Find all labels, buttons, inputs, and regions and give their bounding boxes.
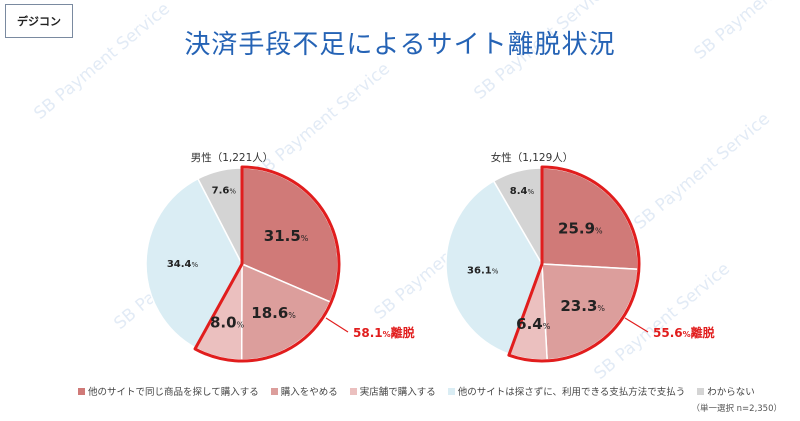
pie-slice xyxy=(445,180,543,356)
legend-item: 他のサイトは探さずに、利用できる支払方法で支払う xyxy=(447,384,686,398)
leave-total-label: 58.1%離脱 xyxy=(353,325,415,340)
callout-line xyxy=(624,317,649,333)
legend-label: 他のサイトで同じ商品を探して購入する xyxy=(88,387,259,398)
watermark-text: SB Payment Service xyxy=(690,0,800,64)
slice-label: 8.0% xyxy=(210,314,245,332)
legend-swatch xyxy=(270,387,278,395)
unit-label: % xyxy=(288,311,296,320)
unit-label: % xyxy=(597,304,605,313)
leave-highlight-outline xyxy=(193,165,341,363)
watermark-text: SB Payment Service xyxy=(250,59,393,184)
slice-label: 25.9% xyxy=(558,220,603,238)
sample-note: （単一選択 n=2,350） xyxy=(691,404,782,414)
unit-label: % xyxy=(528,188,535,196)
legend-swatch xyxy=(349,387,357,395)
unit-label: % xyxy=(683,330,691,339)
leave-suffix: 離脱 xyxy=(391,325,415,340)
unit-label: % xyxy=(229,187,236,195)
legend-swatch xyxy=(697,387,705,395)
legend-label: 購入をやめる xyxy=(280,387,338,398)
slice-label: 23.3% xyxy=(560,297,605,315)
watermark-text: SB Payment Service xyxy=(30,0,173,124)
legend-item: 他のサイトで同じ商品を探して購入する xyxy=(78,384,259,398)
unit-label: % xyxy=(543,322,551,331)
slice-label: 7.6% xyxy=(212,185,237,196)
legend: 他のサイトで同じ商品を探して購入する 購入をやめる 実店舗で購入する 他のサイト… xyxy=(78,384,755,398)
legend-label: 実店舗で購入する xyxy=(359,387,436,398)
unit-label: % xyxy=(301,234,309,243)
slice-label: 31.5% xyxy=(264,227,309,245)
leave-suffix: 離脱 xyxy=(691,325,715,340)
watermark-text: SB Payment Service xyxy=(470,0,613,104)
leave-total-label: 55.6%離脱 xyxy=(653,325,715,340)
slice-label: 36.1% xyxy=(467,265,499,276)
pie-chart: 25.9% 23.3% 6.4% 36.1% 8.4% 女性（1,129人） 55.6%離脱 xyxy=(445,151,715,363)
legend-item: 実店舗で購入する xyxy=(349,384,436,398)
unit-label: % xyxy=(237,321,245,330)
unit-label: % xyxy=(192,261,199,269)
leave-highlight-outline xyxy=(507,165,641,363)
legend-swatch xyxy=(447,387,455,395)
unit-label: % xyxy=(383,330,391,339)
slice-label: 8.4% xyxy=(510,186,535,197)
page-title: 決済手段不足によるサイト離脱状況 xyxy=(184,30,616,60)
slice-label: 18.6% xyxy=(251,304,296,322)
pie-slice xyxy=(541,167,639,271)
callout-line xyxy=(325,317,349,333)
unit-label: % xyxy=(492,267,499,275)
legend-label: わからない xyxy=(707,387,755,398)
brand-label: デジコン xyxy=(5,4,73,38)
chart-title: 女性（1,129人） xyxy=(491,151,574,164)
slice-label: 34.4% xyxy=(167,259,199,270)
watermark-text: SB Payment Service xyxy=(630,109,773,234)
slice-label: 6.4% xyxy=(516,315,551,333)
legend-swatch xyxy=(78,387,85,395)
legend-label: 他のサイトは探さずに、利用できる支払方法で支払う xyxy=(457,387,686,398)
legend-item: 購入をやめる xyxy=(270,384,338,398)
legend-item: わからない xyxy=(697,384,755,398)
chart-title: 男性（1,221人） xyxy=(191,151,274,164)
unit-label: % xyxy=(595,227,603,236)
pie-chart: 31.5% 18.6% 8.0% 34.4% 7.6% 男性（1,221人） 58.1%離脱 xyxy=(145,151,415,363)
